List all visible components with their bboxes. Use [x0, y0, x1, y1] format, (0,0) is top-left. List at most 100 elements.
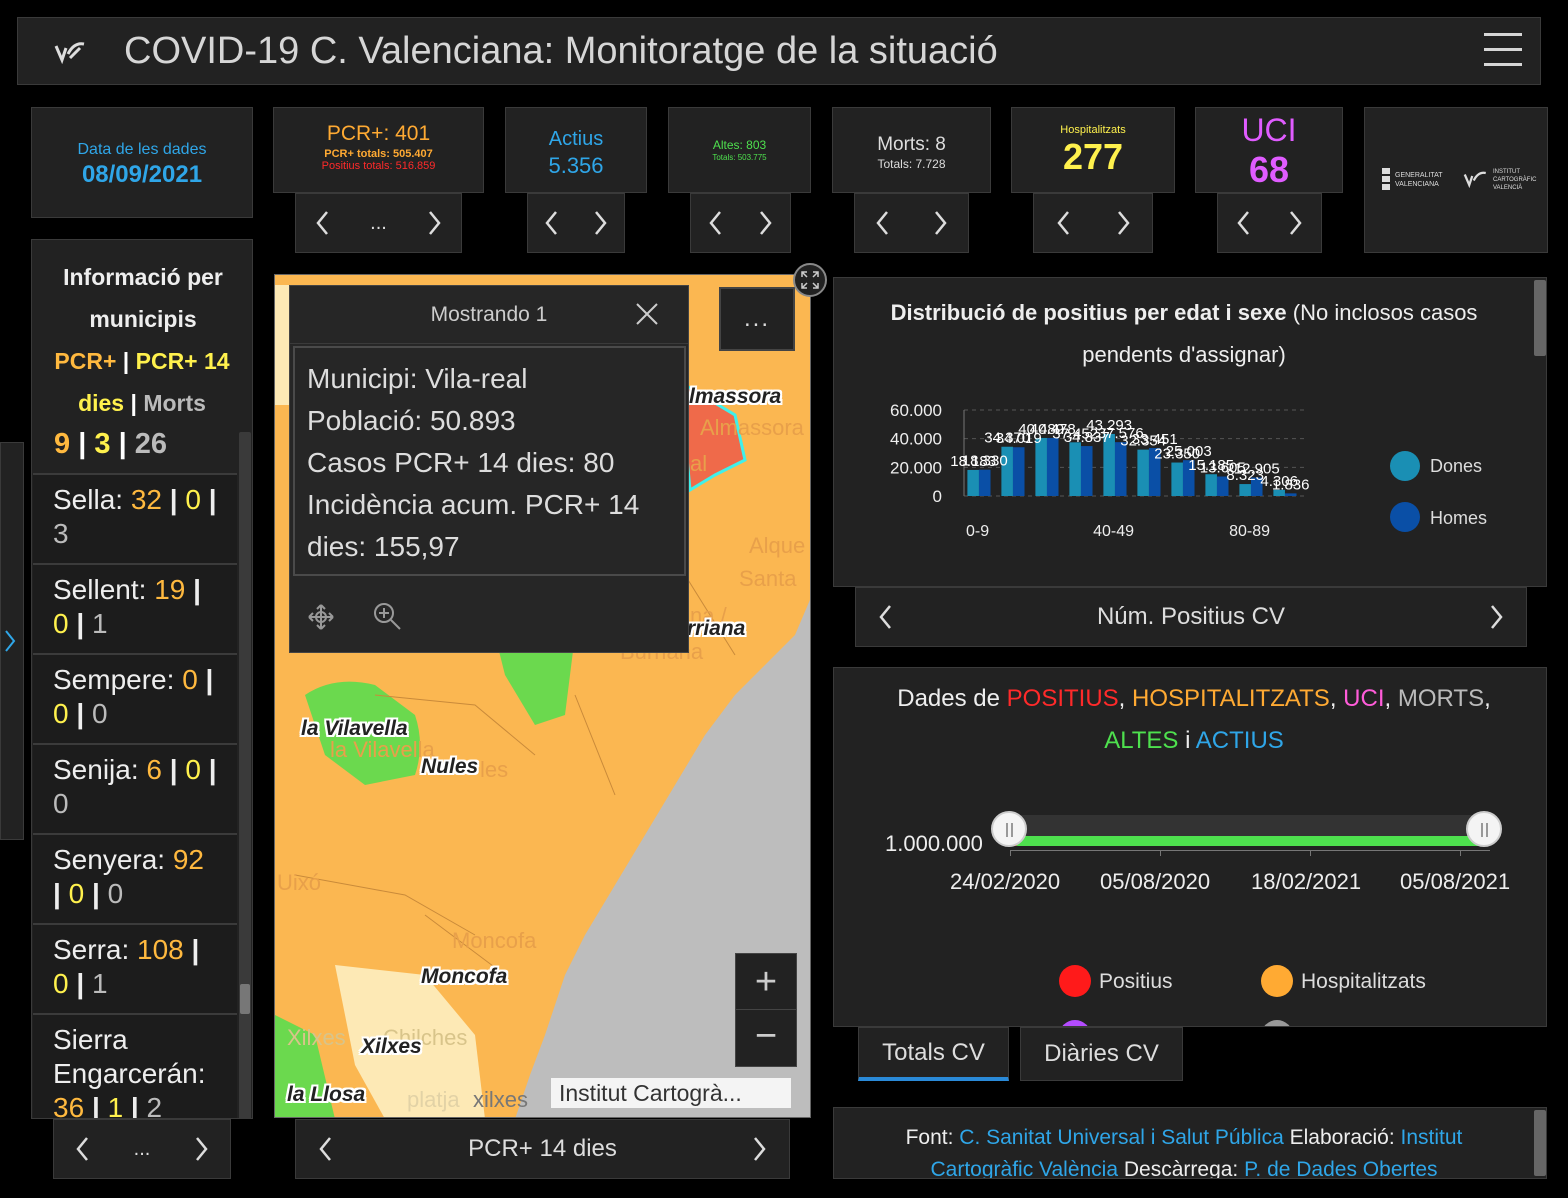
- chevron-right-icon[interactable]: [1287, 210, 1303, 236]
- list-item[interactable]: Sella: 32 | 0 | 3: [33, 473, 237, 563]
- footer-scrollbar[interactable]: [1534, 1110, 1546, 1176]
- timeline-y-label: 1.000.000: [885, 831, 983, 856]
- data-label: 34.019: [996, 430, 1042, 447]
- data-label: 37.452: [1052, 425, 1098, 442]
- hospitalitzats-card: Hospitalitzats 277: [1011, 107, 1175, 193]
- morts-label: Morts: 8: [877, 134, 946, 155]
- legend-dot-uci: [1059, 1020, 1091, 1026]
- bar-homes: [1216, 476, 1229, 496]
- map-ghost-label: Moncofa: [452, 928, 537, 953]
- chevron-right-icon[interactable]: [932, 210, 948, 236]
- sidebar-scrollbar[interactable]: [239, 432, 251, 1118]
- y-tick-label: 40.000: [890, 430, 942, 449]
- icv-logo-icon: [1463, 171, 1486, 188]
- range-handle-end[interactable]: [1466, 811, 1502, 847]
- map-ghost-label: les: [480, 757, 509, 782]
- bar-homes: [1284, 493, 1297, 496]
- map-attribution[interactable]: Institut Cartogrà...: [551, 1078, 791, 1108]
- map-ghost-label: al: [690, 451, 708, 476]
- data-label: 18.330: [962, 453, 1008, 470]
- chevron-left-icon[interactable]: [878, 604, 894, 630]
- chevron-left-icon[interactable]: [318, 1136, 334, 1162]
- download-link[interactable]: P. de Dades Obertes: [1244, 1158, 1438, 1179]
- chevron-left-icon[interactable]: [708, 210, 724, 236]
- hosp-pager: [1033, 193, 1153, 253]
- list-item[interactable]: Serra: 108 | 0 | 1: [33, 923, 237, 1013]
- chevron-left-icon[interactable]: [315, 210, 331, 236]
- list-item[interactable]: Senyera: 92 | 0 | 0: [33, 833, 237, 923]
- map-ghost-label: Xilxes: [287, 1025, 346, 1050]
- range-handle-start[interactable]: [991, 811, 1027, 847]
- map-label: rriana: [687, 617, 746, 640]
- map-label: lmassora: [689, 385, 782, 408]
- bar-dones: [1103, 433, 1115, 496]
- chevron-left-icon[interactable]: [1056, 210, 1072, 236]
- bar-dones: [1239, 484, 1251, 496]
- morts-card: Morts: 8 Totals: 7.728: [832, 107, 991, 193]
- timeline-title: Dades de POSITIUS, HOSPITALITZATS, UCI, …: [897, 685, 1491, 754]
- popup-line: Incidència acum. PCR+ 14 dies: 155,97: [307, 489, 640, 562]
- more-button[interactable]: ...: [719, 287, 795, 351]
- chevron-right-icon[interactable]: [751, 1136, 767, 1162]
- chart-title-note: (No inclosos casos pendents d'assignar): [1082, 300, 1478, 367]
- data-label: 13.605: [1200, 459, 1246, 476]
- close-icon[interactable]: [635, 302, 659, 326]
- legend-label-positius: Positius: [1099, 970, 1173, 993]
- title-hosp: HOSPITALITZATS: [1132, 685, 1330, 712]
- chevron-right-icon[interactable]: [1488, 604, 1504, 630]
- side-panel-toggle[interactable]: [0, 442, 24, 840]
- list-item[interactable]: Sierra Engarcerán: 36 | 1 | 2: [33, 1013, 237, 1118]
- list-item[interactable]: Sempere: 0 | 0 | 0: [33, 653, 237, 743]
- zoom-to-icon[interactable]: [372, 601, 402, 631]
- morts-total: Totals: 7.728: [877, 157, 946, 171]
- title-actius: ACTIUS: [1195, 727, 1284, 754]
- tab-totals[interactable]: Totals CV: [858, 1027, 1009, 1081]
- chevron-right-icon[interactable]: [426, 210, 442, 236]
- timeline-x-tick: 05/08/2021: [1400, 869, 1511, 894]
- source-footer: Font: C. Sanitat Universal i Salut Públi…: [833, 1107, 1547, 1179]
- title-uci: UCI: [1343, 685, 1385, 712]
- popup-line: Població: 50.893: [307, 405, 516, 436]
- legend-sep: |: [122, 348, 130, 374]
- data-label: 40.489: [1018, 421, 1064, 438]
- bar-dones: [967, 469, 979, 496]
- chevron-right-icon[interactable]: [757, 210, 773, 236]
- bar-dones: [1137, 449, 1149, 496]
- app-title: COVID-19 C. Valenciana: Monitoratge de l…: [124, 30, 998, 72]
- bar-dones: [1069, 442, 1081, 496]
- chevron-left-icon[interactable]: [544, 210, 560, 236]
- chevron-left-icon[interactable]: [75, 1136, 91, 1162]
- legend-pcr14: PCR+ 14 dies: [78, 348, 230, 416]
- y-tick-label: 0: [933, 487, 942, 506]
- list-item[interactable]: Senija: 6 | 0 | 0: [33, 743, 237, 833]
- feature-popup: Mostrando 1 Municipi: Vila-real Població…: [289, 285, 689, 653]
- chevron-left-icon[interactable]: [875, 210, 891, 236]
- source-link[interactable]: C. Sanitat Universal i Salut Pública: [959, 1126, 1284, 1149]
- zoom-out-button[interactable]: −: [754, 1015, 778, 1057]
- age-bar-chart: 60.00040.00020.000018.18318.33034.37034.…: [890, 401, 1310, 540]
- map-ghost-label: Santa: [739, 566, 797, 591]
- pcr-card: PCR+: 401 PCR+ totals: 505.407 Positius …: [273, 107, 484, 193]
- author-link[interactable]: Institut Cartogràfic València: [930, 1126, 1463, 1179]
- icv-logo-icon: [54, 42, 85, 64]
- chevron-right-icon[interactable]: [592, 210, 608, 236]
- expand-icon[interactable]: [793, 263, 827, 297]
- legend-label-hosp: Hospitalitzats: [1301, 970, 1426, 993]
- data-label: 8.323: [1226, 467, 1264, 484]
- gva-line2: VALENCIANA: [1395, 181, 1439, 188]
- chart-scrollbar[interactable]: [1534, 280, 1546, 356]
- legend-dot-morts: [1261, 1020, 1293, 1026]
- chevron-right-icon[interactable]: [193, 1136, 209, 1162]
- tab-diaries[interactable]: Diàries CV: [1020, 1027, 1183, 1081]
- move-icon[interactable]: [307, 603, 335, 631]
- chevron-right-icon[interactable]: [1115, 210, 1131, 236]
- zoom-in-button[interactable]: +: [736, 954, 796, 1010]
- sidebar-scroll-thumb[interactable]: [240, 984, 250, 1014]
- morts-pager: [854, 193, 969, 253]
- legend-dot-positius: [1059, 965, 1091, 997]
- map-ghost-label: Chilches: [383, 1025, 468, 1050]
- hamburger-icon[interactable]: [1484, 33, 1522, 67]
- chevron-left-icon[interactable]: [1236, 210, 1252, 236]
- list-item[interactable]: Sellent: 19 | 0 | 1: [33, 563, 237, 653]
- x-tick-label: 40-49: [1093, 523, 1134, 540]
